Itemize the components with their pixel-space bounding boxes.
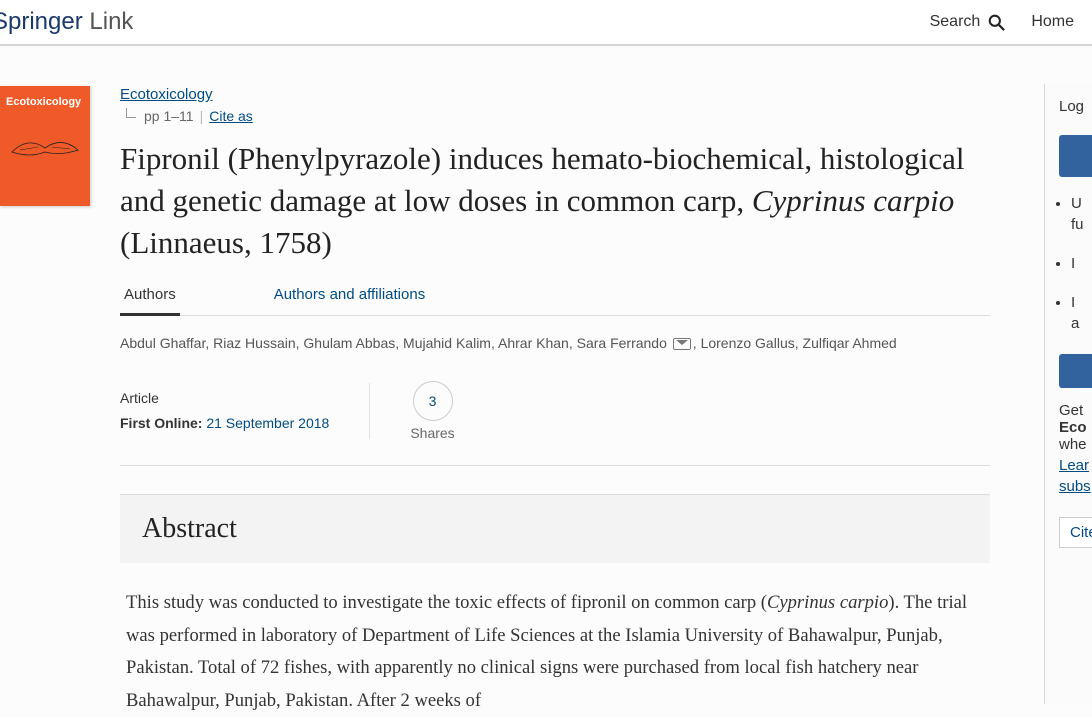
benefits-list: Ufu I Ia [1071, 193, 1092, 334]
abstract-text: This study was conducted to investigate … [126, 592, 767, 613]
brand-main: Springer [0, 8, 83, 35]
author[interactable]: Mujahid Kalim [403, 335, 491, 351]
article-meta-row: Article First Online: 21 September 2018 … [120, 381, 990, 466]
list-item: Ufu [1071, 193, 1092, 235]
cite-button[interactable]: Cite [1059, 517, 1092, 548]
shares-block[interactable]: 3 Shares [410, 381, 454, 441]
sidebar-text: Eco [1059, 419, 1092, 436]
tab-authors[interactable]: Authors [120, 286, 180, 316]
journal-link[interactable]: Ecotoxicology [120, 86, 213, 103]
sidebar-text: whe [1059, 436, 1092, 453]
first-online-date[interactable]: 21 September 2018 [206, 415, 329, 431]
shares-label: Shares [410, 425, 454, 441]
search-icon [988, 14, 1005, 31]
brand-sub: Link [83, 8, 134, 35]
author[interactable]: Zulfiqar Ahmed [803, 335, 897, 351]
author[interactable]: Sara Ferrando [577, 335, 667, 351]
mail-icon[interactable] [673, 338, 691, 350]
learn-link[interactable]: Lear [1059, 457, 1092, 474]
first-online-label: First Online: [120, 415, 202, 431]
brand-logo[interactable]: Springer Link [0, 8, 133, 36]
page-body: Ecotoxicology Ecotoxicology pp 1–11 | Ci… [0, 46, 1092, 717]
abstract-body: This study was conducted to investigate … [120, 563, 990, 717]
cover-title: Ecotoxicology [6, 96, 81, 108]
list-item: I [1071, 253, 1092, 274]
primary-cta-button[interactable] [1059, 135, 1092, 177]
author-tabs: Authors Authors and affiliations [120, 286, 990, 316]
search-label: Search [930, 13, 981, 31]
cite-as-link[interactable]: Cite as [209, 108, 253, 124]
sidebar-text: Get [1059, 402, 1092, 419]
login-label[interactable]: Log [1059, 98, 1092, 115]
journal-cover[interactable]: Ecotoxicology [0, 86, 90, 206]
vertical-divider [369, 383, 370, 439]
right-sidebar: Log Ufu I Ia Get Eco whe Lear subs Cite [1044, 84, 1092, 704]
meta-left: Article First Online: 21 September 2018 [120, 386, 329, 436]
author[interactable]: Ghulam Abbas [303, 335, 395, 351]
secondary-cta-button[interactable] [1059, 354, 1092, 388]
article-main: Ecotoxicology pp 1–11 | Cite as Fipronil… [120, 86, 990, 717]
top-nav: Search Home [930, 13, 1074, 31]
page-range: pp 1–11 [144, 108, 194, 124]
abstract-heading: Abstract [120, 494, 990, 563]
article-type: Article [120, 386, 329, 411]
author[interactable]: Lorenzo Gallus [701, 335, 795, 351]
abstract-species: Cyprinus carpio [767, 592, 888, 613]
search-link[interactable]: Search [930, 13, 1006, 31]
author[interactable]: Abdul Ghaffar [120, 335, 205, 351]
article-title: Fipronil (Phenylpyrazole) induces hemato… [120, 138, 990, 264]
tab-affiliations[interactable]: Authors and affiliations [270, 286, 430, 315]
author[interactable]: Riaz Hussain [213, 335, 295, 351]
home-label: Home [1031, 13, 1074, 31]
subscription-link[interactable]: subs [1059, 478, 1092, 495]
topbar: Springer Link Search Home [0, 0, 1092, 46]
author[interactable]: Ahrar Khan [498, 335, 569, 351]
title-species: Cyprinus carpio [752, 183, 954, 218]
tree-corner-icon [126, 108, 136, 118]
article-subline: pp 1–11 | Cite as [120, 108, 990, 124]
title-post: (Linnaeus, 1758) [120, 225, 332, 260]
shares-count: 3 [413, 381, 453, 421]
list-item: Ia [1071, 292, 1092, 334]
cover-illustration [10, 134, 80, 164]
author-list: Abdul Ghaffar, Riaz Hussain, Ghulam Abba… [120, 332, 990, 356]
home-link[interactable]: Home [1031, 13, 1074, 31]
separator: | [200, 108, 204, 124]
